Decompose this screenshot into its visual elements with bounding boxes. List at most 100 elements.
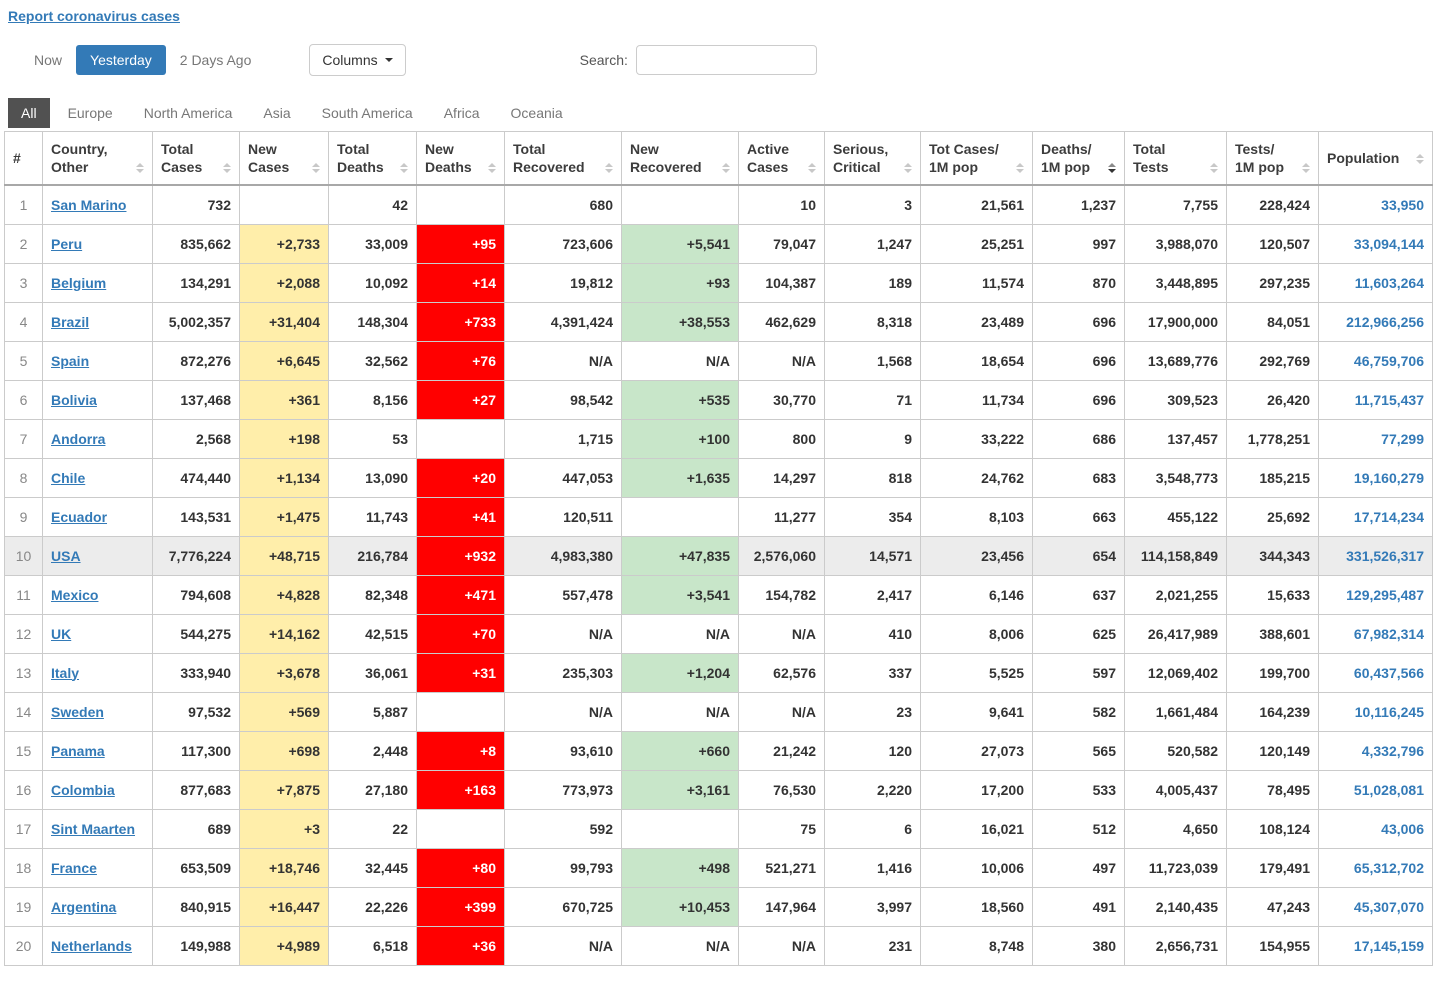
population-cell[interactable]: 51,028,081 <box>1318 769 1433 810</box>
population-cell[interactable]: 77,299 <box>1318 418 1433 459</box>
sort-icon <box>808 163 816 176</box>
continent-tab-south-america[interactable]: South America <box>309 98 426 128</box>
population-cell[interactable]: 212,966,256 <box>1318 301 1433 342</box>
country-link[interactable]: Andorra <box>51 430 106 447</box>
total-recovered-cell: 4,391,424 <box>504 301 622 342</box>
country-link[interactable]: Italy <box>51 664 80 681</box>
country-link[interactable]: Mexico <box>51 586 99 603</box>
country-link[interactable]: Sint Maarten <box>51 820 136 837</box>
population-cell[interactable]: 43,006 <box>1318 808 1433 849</box>
column-header-tests-1m[interactable]: Tests/1M pop <box>1226 131 1319 186</box>
country-link[interactable]: Ecuador <box>51 508 108 525</box>
tab-now[interactable]: Now <box>20 45 76 75</box>
deaths-per-1m-cell: 497 <box>1032 847 1125 888</box>
new-deaths-cell: +471 <box>416 574 505 615</box>
country-link[interactable]: Netherlands <box>51 937 132 954</box>
continent-tab-north-america[interactable]: North America <box>131 98 246 128</box>
column-header-rank[interactable]: # <box>4 131 43 186</box>
tab-2-days-ago[interactable]: 2 Days Ago <box>166 45 266 75</box>
column-header-total-tests[interactable]: Total Tests <box>1124 131 1227 186</box>
population-cell[interactable]: 19,160,279 <box>1318 457 1433 498</box>
country-link[interactable]: San Marino <box>51 196 127 213</box>
country-link[interactable]: Colombia <box>51 781 115 798</box>
continent-tab-africa[interactable]: Africa <box>431 98 493 128</box>
country-link[interactable]: UK <box>51 625 72 642</box>
population-cell[interactable]: 60,437,566 <box>1318 652 1433 693</box>
column-header-serious-critical[interactable]: Serious, Critical <box>824 131 921 186</box>
caret-down-icon <box>384 58 393 62</box>
population-cell[interactable]: 4,332,796 <box>1318 730 1433 771</box>
country-link[interactable]: Chile <box>51 469 86 486</box>
active-cases-cell: 154,782 <box>738 574 825 615</box>
serious-critical-cell: 1,416 <box>824 847 921 888</box>
population-cell[interactable]: 10,116,245 <box>1318 691 1433 732</box>
column-header-new-cases[interactable]: New Cases <box>239 131 329 186</box>
total-tests-cell: 2,021,255 <box>1124 574 1227 615</box>
report-cases-link[interactable]: Report coronavirus cases <box>8 8 180 24</box>
serious-critical-cell: 1,247 <box>824 223 921 264</box>
population-cell[interactable]: 129,295,487 <box>1318 574 1433 615</box>
population-cell[interactable]: 46,759,706 <box>1318 340 1433 381</box>
column-header-population[interactable]: Population <box>1318 131 1433 186</box>
country-link[interactable]: Belgium <box>51 274 107 291</box>
new-deaths-cell: +733 <box>416 301 505 342</box>
country-link[interactable]: USA <box>51 547 81 564</box>
country-link[interactable]: Spain <box>51 352 90 369</box>
total-recovered-cell: 4,983,380 <box>504 535 622 576</box>
continent-tab-oceania[interactable]: Oceania <box>498 98 576 128</box>
country-link[interactable]: Bolivia <box>51 391 97 408</box>
column-header-total-cases[interactable]: Total Cases <box>152 131 240 186</box>
column-header-deaths-1m[interactable]: Deaths/1M pop <box>1032 131 1125 186</box>
country-link[interactable]: Argentina <box>51 898 117 915</box>
population-cell[interactable]: 33,950 <box>1318 184 1433 225</box>
serious-critical-cell: 14,571 <box>824 535 921 576</box>
column-header-tot-cases-1m[interactable]: Tot Cases/1M pop <box>920 131 1033 186</box>
continent-tab-europe[interactable]: Europe <box>55 98 126 128</box>
new-recovered-cell: +100 <box>621 418 739 459</box>
population-cell[interactable]: 17,714,234 <box>1318 496 1433 537</box>
active-cases-cell: 62,576 <box>738 652 825 693</box>
country-link[interactable]: Peru <box>51 235 83 252</box>
country-link[interactable]: Panama <box>51 742 105 759</box>
column-header-new-deaths[interactable]: New Deaths <box>416 131 505 186</box>
country-link[interactable]: Sweden <box>51 703 104 720</box>
new-cases-cell: +1,134 <box>239 457 329 498</box>
new-deaths-cell: +20 <box>416 457 505 498</box>
column-header-new-recovered[interactable]: New Recovered <box>621 131 739 186</box>
population-cell[interactable]: 67,982,314 <box>1318 613 1433 654</box>
total-recovered-cell: 670,725 <box>504 886 622 927</box>
columns-dropdown-button[interactable]: Columns <box>309 44 406 76</box>
serious-critical-cell: 8,318 <box>824 301 921 342</box>
continent-tab-asia[interactable]: Asia <box>250 98 303 128</box>
new-cases-cell: +2,088 <box>239 262 329 303</box>
country-link[interactable]: Brazil <box>51 313 90 330</box>
column-header-active-cases[interactable]: Active Cases <box>738 131 825 186</box>
rank-cell: 1 <box>4 184 43 225</box>
new-cases-cell: +698 <box>239 730 329 771</box>
population-cell[interactable]: 11,715,437 <box>1318 379 1433 420</box>
population-cell[interactable]: 17,145,159 <box>1318 925 1433 966</box>
population-cell[interactable]: 45,307,070 <box>1318 886 1433 927</box>
total-recovered-cell: 723,606 <box>504 223 622 264</box>
population-cell[interactable]: 11,603,264 <box>1318 262 1433 303</box>
population-cell[interactable]: 331,526,317 <box>1318 535 1433 576</box>
tests-per-1m-cell: 154,955 <box>1226 925 1319 966</box>
country-link[interactable]: France <box>51 859 97 876</box>
population-cell[interactable]: 33,094,144 <box>1318 223 1433 264</box>
new-cases-cell: +18,746 <box>239 847 329 888</box>
column-header-country[interactable]: Country, Other <box>42 131 153 186</box>
continent-tab-all[interactable]: All <box>8 98 50 128</box>
cases-per-1m-cell: 18,560 <box>920 886 1033 927</box>
column-header-total-recovered[interactable]: Total Recovered <box>504 131 622 186</box>
population-cell[interactable]: 65,312,702 <box>1318 847 1433 888</box>
total-tests-cell: 7,755 <box>1124 184 1227 225</box>
total-tests-cell: 114,158,849 <box>1124 535 1227 576</box>
tab-yesterday[interactable]: Yesterday <box>76 45 166 75</box>
deaths-per-1m-cell: 380 <box>1032 925 1125 966</box>
search-input[interactable] <box>635 45 817 75</box>
table-row: 10 USA 7,776,224 +48,715 216,784 +932 4,983,38… <box>4 535 1433 576</box>
total-cases-cell: 333,940 <box>152 652 240 693</box>
total-tests-cell: 11,723,039 <box>1124 847 1227 888</box>
column-header-total-deaths[interactable]: Total Deaths <box>328 131 417 186</box>
serious-critical-cell: 120 <box>824 730 921 771</box>
